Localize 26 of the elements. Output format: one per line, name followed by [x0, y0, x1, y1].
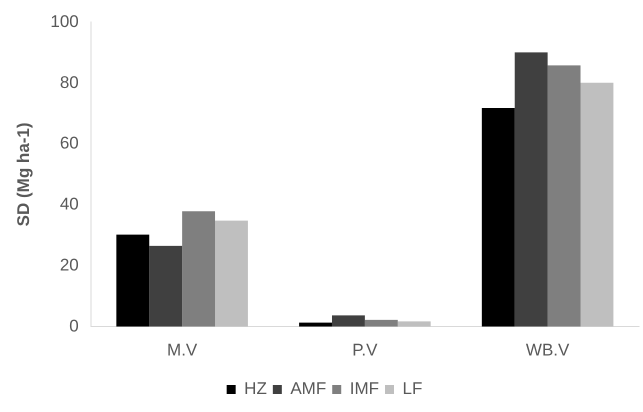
bar	[514, 52, 548, 327]
bar	[364, 320, 398, 327]
x-tick-label: WB.V	[526, 340, 570, 360]
y-tick-label: 80	[60, 72, 79, 92]
x-tick-label: M.V	[167, 340, 198, 360]
bar	[482, 108, 515, 327]
legend-label: LF	[402, 379, 422, 398]
y-tick-label: 40	[60, 194, 79, 214]
bar	[548, 65, 581, 327]
bar	[299, 322, 332, 327]
y-tick-label: 20	[60, 255, 79, 274]
legend-label: AMF	[290, 379, 326, 398]
bar	[149, 246, 182, 327]
bar	[398, 321, 431, 327]
bar	[215, 220, 248, 327]
legend-label: IMF	[350, 379, 379, 398]
x-tick-label: P.V	[352, 340, 378, 360]
bar	[332, 315, 365, 327]
bar	[182, 211, 216, 327]
y-axis-title: SD (Mg ha-1)	[14, 122, 33, 226]
bar	[580, 82, 614, 327]
y-tick-label: 100	[50, 12, 79, 31]
y-tick-label: 0	[69, 316, 79, 336]
legend-label: HZ	[244, 379, 267, 398]
y-tick-label: 60	[60, 134, 79, 153]
bar	[116, 234, 150, 327]
